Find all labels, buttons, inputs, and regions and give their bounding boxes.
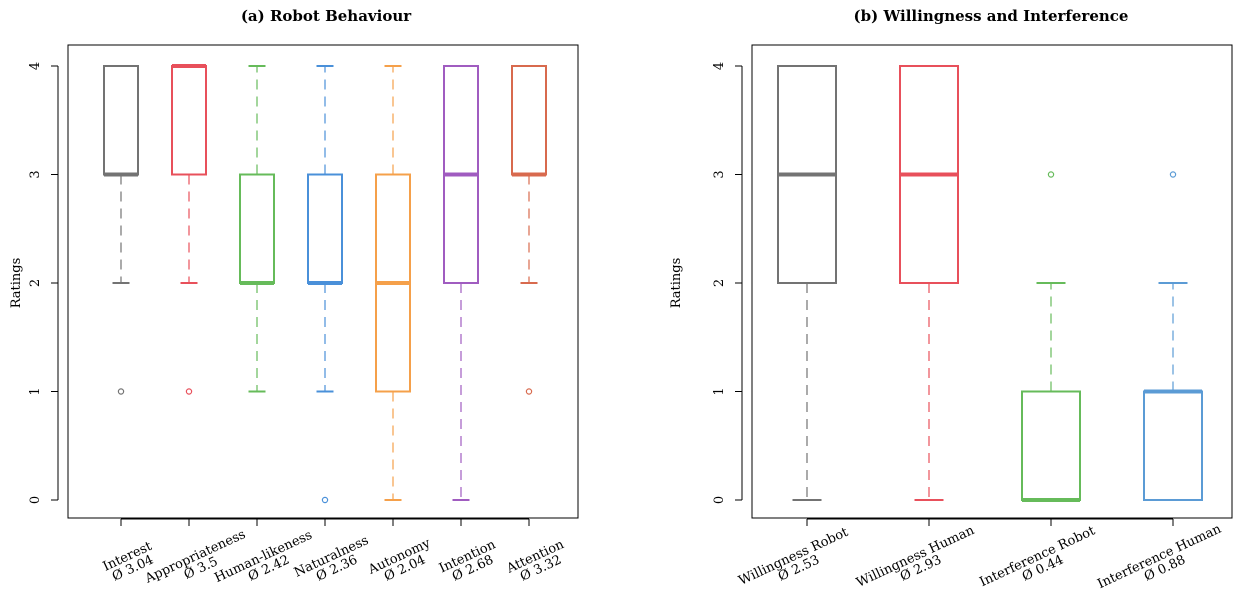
category-label-autonomy: AutonomyØ 2.04 xyxy=(365,536,439,590)
iqr-box xyxy=(239,173,275,284)
y-tick-label: 3 xyxy=(712,170,727,178)
outlier-point xyxy=(1047,171,1055,178)
iqr-box xyxy=(511,65,547,176)
category-label-attention: AttentionØ 3.32 xyxy=(504,537,573,589)
outlier-point xyxy=(185,388,193,395)
box-human-likeness xyxy=(239,65,275,393)
category-label-willingness-human: Willingness HumanØ 2.93 xyxy=(854,523,983,594)
box-naturalness xyxy=(307,65,343,504)
category-name: Willingness Human xyxy=(854,523,977,591)
category-name: Interference Human xyxy=(1095,521,1224,592)
iqr-box xyxy=(171,65,207,176)
outlier-point xyxy=(321,496,329,504)
box-willingness-robot xyxy=(777,65,837,501)
category-label-intention: IntentionØ 2.68 xyxy=(437,537,504,588)
y-tick-label: 0 xyxy=(712,496,727,504)
iqr-box xyxy=(1021,390,1081,501)
outlier-point xyxy=(117,388,125,395)
box-interference-human xyxy=(1143,171,1203,501)
category-name: Interference Robot xyxy=(977,523,1098,590)
category-label-interference-human: Interference HumanØ 0.88 xyxy=(1095,521,1229,594)
chart-title: (b) Willingness and Interference xyxy=(854,7,1129,25)
panel-willingness-interference: (b) Willingness and Interference 0 1 2 3 4 Rat… xyxy=(669,7,1233,594)
y-tick-label: 1 xyxy=(28,387,43,395)
y-tick-label: 1 xyxy=(712,387,727,395)
box-appropriateness xyxy=(171,64,207,395)
box-interest xyxy=(103,65,139,395)
y-tick-label: 0 xyxy=(28,496,43,504)
chart-title: (a) Robot Behaviour xyxy=(241,7,412,25)
box-intention xyxy=(443,65,479,501)
iqr-box xyxy=(307,173,343,284)
plot-frame xyxy=(67,44,579,519)
box-attention xyxy=(511,65,547,395)
y-tick-label: 2 xyxy=(28,279,43,287)
box-interference-robot xyxy=(1021,171,1081,502)
y-tick-label: 4 xyxy=(28,62,43,70)
iqr-box xyxy=(1143,390,1203,501)
y-axis-title: Ratings xyxy=(9,258,24,309)
box-autonomy xyxy=(375,65,411,501)
y-tick-label: 4 xyxy=(712,62,727,70)
y-tick-label: 3 xyxy=(28,170,43,178)
outlier-point xyxy=(1169,171,1177,178)
iqr-box xyxy=(103,65,139,176)
box-willingness-human xyxy=(899,65,959,501)
y-tick-label: 2 xyxy=(712,279,727,287)
outlier-point xyxy=(525,388,533,395)
plot-frame xyxy=(751,44,1233,519)
panel-robot-behaviour: (a) Robot Behaviour01234RatingsInterestØ… xyxy=(9,7,579,590)
y-axis-title: Ratings xyxy=(669,258,684,309)
category-label-interference-robot: Interference RobotØ 0.44 xyxy=(977,523,1103,594)
category-label-willingness-robot: Willingness RobotØ 2.53 xyxy=(736,525,856,594)
